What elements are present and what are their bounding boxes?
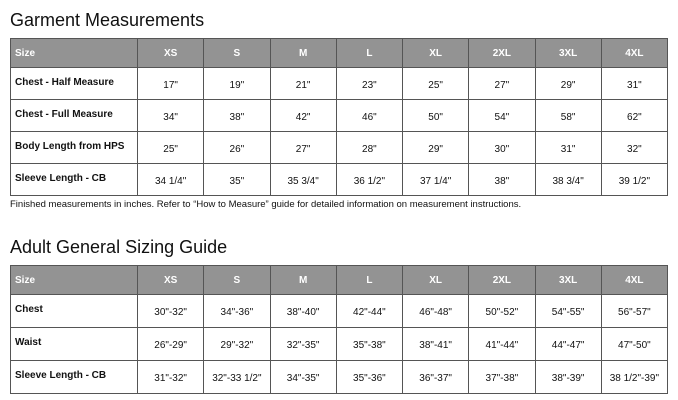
size-column-header: 4XL	[600, 265, 669, 295]
measurement-cell: 27"	[468, 67, 536, 100]
size-column-header: 4XL	[600, 38, 669, 68]
size-column-header: 3XL	[534, 38, 602, 68]
measurement-cell: 28"	[335, 131, 404, 164]
measurement-cell: 58"	[534, 99, 602, 132]
measurement-cell: 32"-33 1/2"	[203, 360, 271, 394]
table-row: Sleeve Length - CB 34 1/4" 35" 35 3/4" 36 1/…	[10, 163, 669, 196]
measurement-cell: 34"	[136, 99, 205, 132]
measurement-cell: 38"	[468, 163, 536, 196]
size-header: Size	[10, 38, 138, 68]
row-label: Waist	[10, 327, 138, 361]
measurement-cell: 56"-57"	[600, 294, 669, 328]
measurement-cell: 38"-40"	[269, 294, 337, 328]
measurement-cell: 32"	[600, 131, 669, 164]
measurement-cell: 42"-44"	[335, 294, 404, 328]
measurement-note: Finished measurements in inches. Refer t…	[10, 199, 522, 210]
measurement-cell: 54"	[468, 99, 536, 132]
table-row: Chest 30"-32" 34"-36" 38"-40" 42"-44" 46"-48"…	[10, 294, 669, 328]
header-row: Size XS S M L XL 2XL 3XL 4XL	[10, 38, 669, 68]
sizing-guide-table: Size XS S M L XL 2XL 3XL 4XL Chest 30"-32" 34"-36" 3…	[10, 265, 669, 394]
size-column-header: L	[335, 38, 404, 68]
size-column-header: XS	[136, 265, 205, 295]
measurement-cell: 46"-48"	[401, 294, 470, 328]
size-column-header: 3XL	[534, 265, 602, 295]
measurement-cell: 38 1/2"-39"	[600, 360, 669, 394]
measurement-cell: 38"	[203, 99, 271, 132]
measurement-cell: 19"	[203, 67, 271, 100]
measurement-cell: 21"	[269, 67, 337, 100]
table-row: Waist 26"-29" 29"-32" 32"-35" 35"-38" 38"-41"…	[10, 327, 669, 361]
table-row: Sleeve Length - CB 31"-32" 32"-33 1/2" 34"-…	[10, 360, 669, 394]
measurement-cell: 17"	[136, 67, 205, 100]
measurement-cell: 27"	[269, 131, 337, 164]
size-column-header: XL	[401, 265, 470, 295]
size-column-header: M	[269, 38, 337, 68]
measurement-cell: 31"-32"	[136, 360, 205, 394]
row-label: Chest - Full Measure	[10, 99, 138, 132]
size-column-header: S	[203, 38, 271, 68]
measurement-cell: 41"-44"	[468, 327, 536, 361]
measurement-cell: 50"	[401, 99, 470, 132]
measurement-cell: 62"	[600, 99, 669, 132]
measurement-cell: 50"-52"	[468, 294, 536, 328]
measurement-cell: 35"-38"	[335, 327, 404, 361]
measurement-cell: 25"	[401, 67, 470, 100]
row-label: Body Length from HPS	[10, 131, 138, 164]
measurement-cell: 35"	[203, 163, 271, 196]
measurement-cell: 31"	[534, 131, 602, 164]
row-label: Sleeve Length - CB	[10, 163, 138, 196]
measurement-cell: 39 1/2"	[600, 163, 669, 196]
measurement-cell: 34"-35"	[269, 360, 337, 394]
measurement-cell: 35 3/4"	[269, 163, 337, 196]
measurement-cell: 44"-47"	[534, 327, 602, 361]
measurement-cell: 38"-39"	[534, 360, 602, 394]
measurement-cell: 29"	[401, 131, 470, 164]
size-column-header: S	[203, 265, 271, 295]
measurement-cell: 32"-35"	[269, 327, 337, 361]
row-label: Chest - Half Measure	[10, 67, 138, 100]
measurement-cell: 30"-32"	[136, 294, 205, 328]
measurement-cell: 46"	[335, 99, 404, 132]
measurement-cell: 38 3/4"	[534, 163, 602, 196]
measurement-cell: 54"-55"	[534, 294, 602, 328]
size-column-header: 2XL	[468, 38, 536, 68]
size-header: Size	[10, 265, 138, 295]
measurement-cell: 34 1/4"	[136, 163, 205, 196]
measurement-cell: 36 1/2"	[335, 163, 404, 196]
measurement-cell: 42"	[269, 99, 337, 132]
table-row: Chest - Full Measure 34" 38" 42" 46" 50" 54" 58…	[10, 99, 669, 132]
size-column-header: XL	[401, 38, 470, 68]
measurement-cell: 47"-50"	[600, 327, 669, 361]
measurement-cell: 26"-29"	[136, 327, 205, 361]
garment-measurements-title: Garment Measurements	[10, 10, 205, 30]
size-column-header: 2XL	[468, 265, 536, 295]
measurement-cell: 31"	[600, 67, 669, 100]
measurement-cell: 30"	[468, 131, 536, 164]
garment-measurements-table: Size XS S M L XL 2XL 3XL 4XL Chest - Half Measure…	[10, 38, 669, 196]
size-column-header: XS	[136, 38, 205, 68]
measurement-cell: 26"	[203, 131, 271, 164]
measurement-cell: 34"-36"	[203, 294, 271, 328]
row-label: Sleeve Length - CB	[10, 360, 138, 394]
table-row: Chest - Half Measure 17" 19" 21" 23" 25" 27" 29…	[10, 67, 669, 100]
size-column-header: M	[269, 265, 337, 295]
measurement-cell: 29"-32"	[203, 327, 271, 361]
sizing-guide-title: Adult General Sizing Guide	[10, 237, 228, 257]
measurement-cell: 38"-41"	[401, 327, 470, 361]
measurement-cell: 23"	[335, 67, 404, 100]
measurement-cell: 29"	[534, 67, 602, 100]
row-label: Chest	[10, 294, 138, 328]
measurement-cell: 37 1/4"	[401, 163, 470, 196]
measurement-cell: 35"-36"	[335, 360, 404, 394]
measurement-cell: 36"-37"	[401, 360, 470, 394]
measurement-cell: 37"-38"	[468, 360, 536, 394]
header-row: Size XS S M L XL 2XL 3XL 4XL	[10, 265, 669, 295]
table-row: Body Length from HPS 25" 26" 27" 28" 29" 30" 31…	[10, 131, 669, 164]
measurement-cell: 25"	[136, 131, 205, 164]
size-column-header: L	[335, 265, 404, 295]
